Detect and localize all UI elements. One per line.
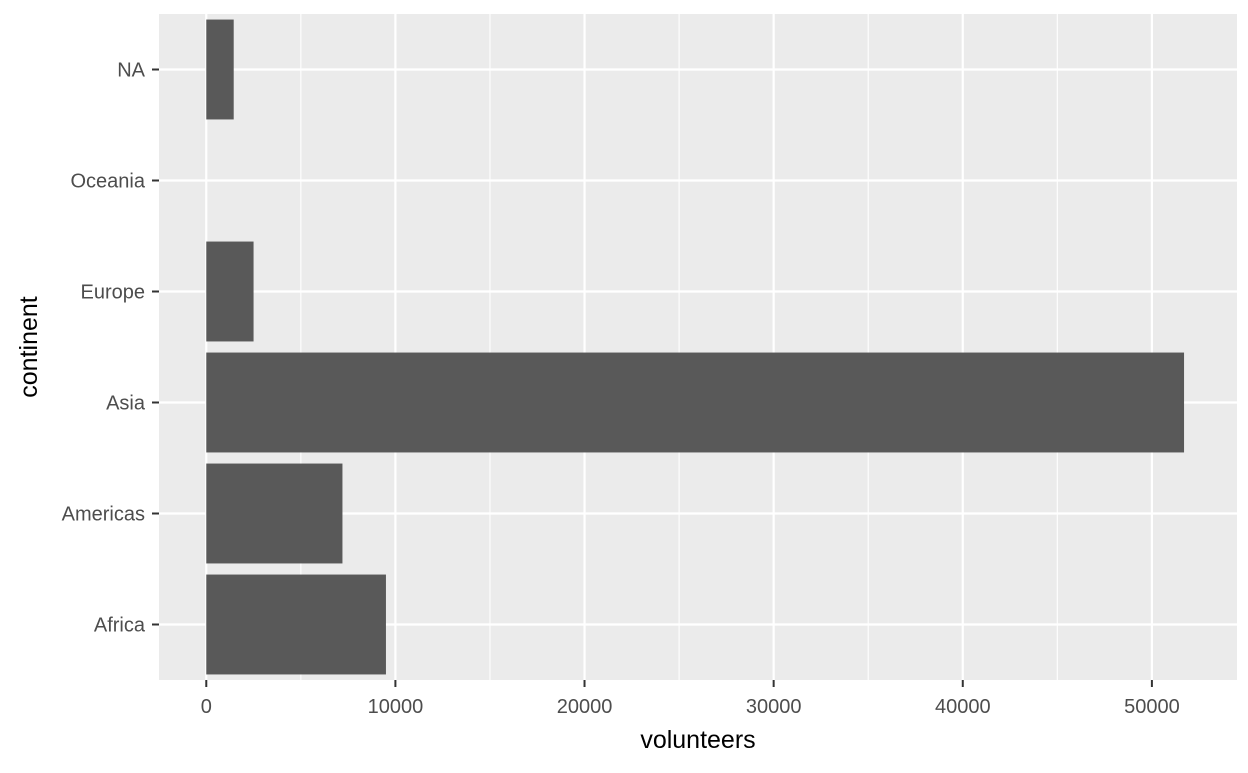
minor-gridlines — [300, 14, 1058, 680]
y-axis: Africa Americas Asia Europe Oceania NA — [62, 60, 159, 637]
y-tick-label: Asia — [106, 393, 146, 415]
bar-americas — [206, 463, 343, 564]
bar-africa — [206, 574, 386, 675]
y-tick-label: Europe — [81, 282, 146, 304]
x-tick-label: 0 — [201, 696, 212, 718]
y-tick-label: NA — [117, 60, 145, 82]
x-axis-title: volunteers — [640, 726, 755, 754]
x-tick-label: 20000 — [557, 696, 613, 718]
y-tick-label: Americas — [62, 504, 145, 526]
y-tick-label: Oceania — [71, 171, 146, 193]
bar-europe — [206, 241, 254, 342]
x-axis: 0 10000 20000 30000 40000 50000 — [201, 680, 1180, 718]
x-tick-label: 30000 — [746, 696, 802, 718]
bar-asia — [206, 352, 1185, 453]
x-tick-label: 40000 — [935, 696, 991, 718]
x-tick-label: 10000 — [368, 696, 424, 718]
y-axis-title: continent — [15, 296, 43, 398]
x-tick-label: 50000 — [1124, 696, 1180, 718]
bars — [206, 19, 1185, 675]
bar-na — [206, 19, 234, 120]
y-tick-label: Africa — [94, 615, 146, 637]
